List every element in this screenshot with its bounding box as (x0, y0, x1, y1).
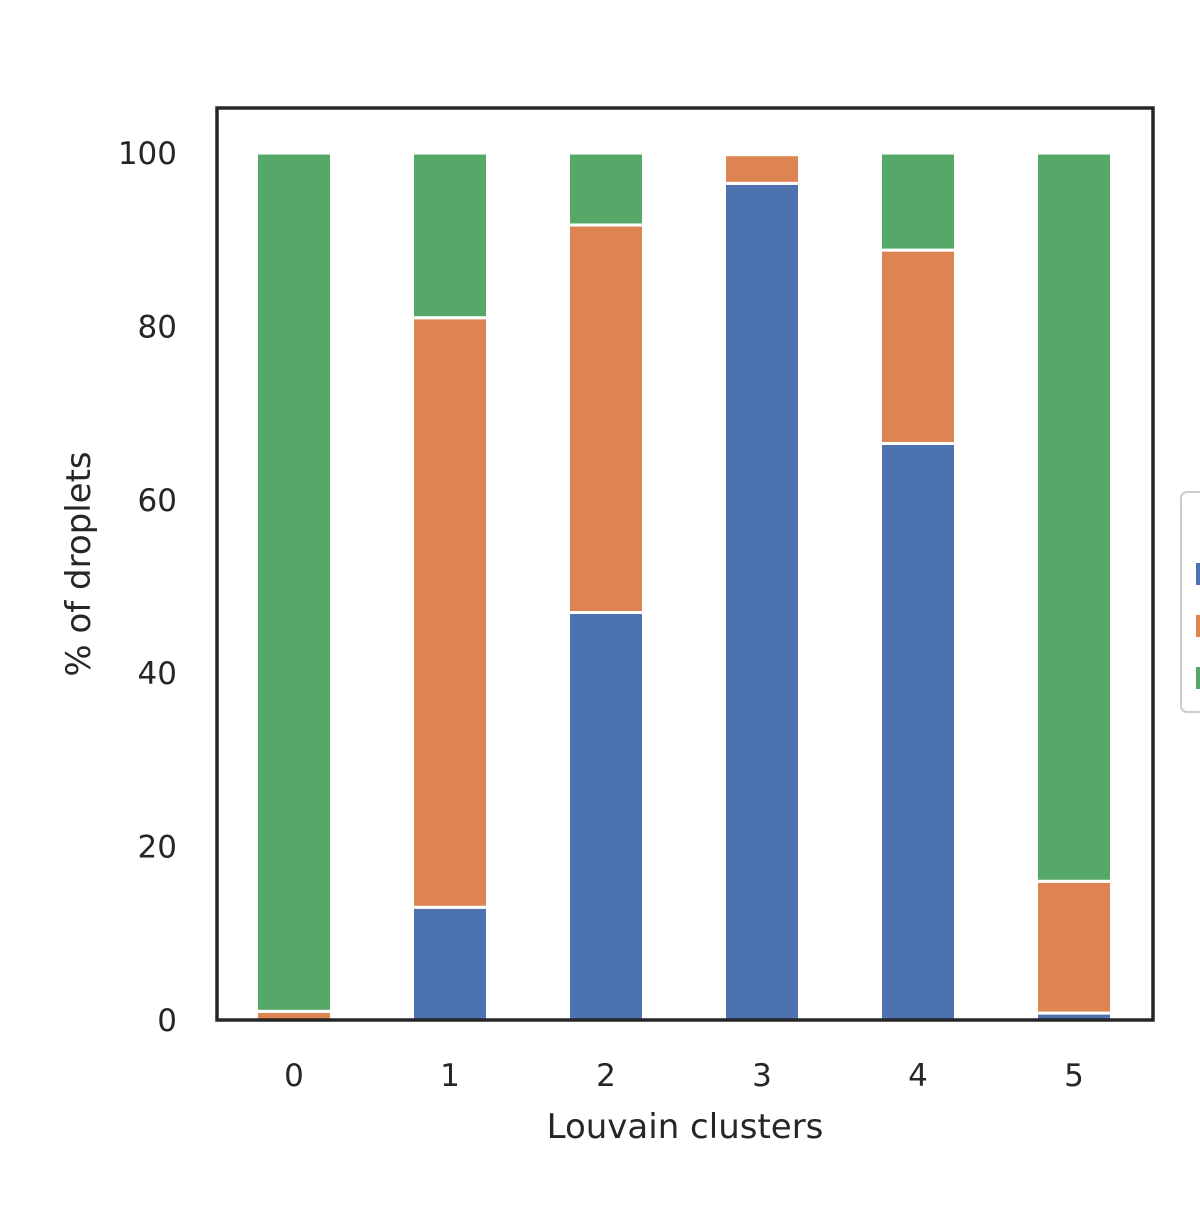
x-tick-label: 5 (1064, 1058, 1084, 1094)
bar-segment-cluster-1-series-1 (411, 316, 489, 909)
bar-segment-cluster-2-series-1 (567, 223, 645, 615)
bar-segment-cluster-4-series-2 (879, 151, 957, 252)
x-tick-label: 3 (752, 1058, 772, 1094)
legend-swatches (1196, 563, 1200, 689)
y-tick-labels: 0 20 40 60 80 100 (118, 136, 177, 1039)
bar-segment-cluster-5-series-2 (1035, 151, 1113, 883)
bar-segment-cluster-2-series-2 (567, 151, 645, 227)
y-tick-label: 60 (138, 483, 177, 519)
x-tick-label: 1 (440, 1058, 460, 1094)
x-axis-title: Louvain clusters (547, 1107, 824, 1147)
bar-segment-cluster-3-series-1 (723, 153, 801, 185)
x-tick-labels: 0 1 2 3 4 5 (284, 1058, 1084, 1094)
bar-segment-cluster-1-series-2 (411, 151, 489, 320)
bar-segment-cluster-5-series-1 (1035, 879, 1113, 1015)
x-tick-label: 4 (908, 1058, 928, 1094)
x-tick-label: 0 (284, 1058, 304, 1094)
legend-swatch-series-0 (1196, 563, 1200, 585)
bar-segment-cluster-4-series-1 (879, 248, 957, 445)
legend-box (1180, 491, 1200, 713)
bar-segment-cluster-1-series-0 (411, 905, 489, 1022)
bars-layer (255, 151, 1113, 1022)
x-tick-label: 2 (596, 1058, 616, 1094)
y-tick-label: 0 (157, 1003, 177, 1039)
y-tick-label: 20 (138, 830, 177, 866)
y-axis-title: % of droplets (59, 451, 99, 676)
bar-segment-cluster-3-series-0 (723, 181, 801, 1022)
bar-segment-cluster-2-series-0 (567, 611, 645, 1022)
plot-frame (215, 106, 1155, 1022)
y-tick-label: 80 (138, 309, 177, 345)
legend-swatch-series-2 (1196, 667, 1200, 689)
legend (1180, 491, 1200, 713)
bar-segment-cluster-0-series-2 (255, 151, 333, 1013)
legend-swatch-series-1 (1196, 615, 1200, 637)
bar-segment-cluster-4-series-0 (879, 441, 957, 1022)
y-tick-label: 40 (138, 656, 177, 692)
y-tick-label: 100 (118, 136, 177, 172)
